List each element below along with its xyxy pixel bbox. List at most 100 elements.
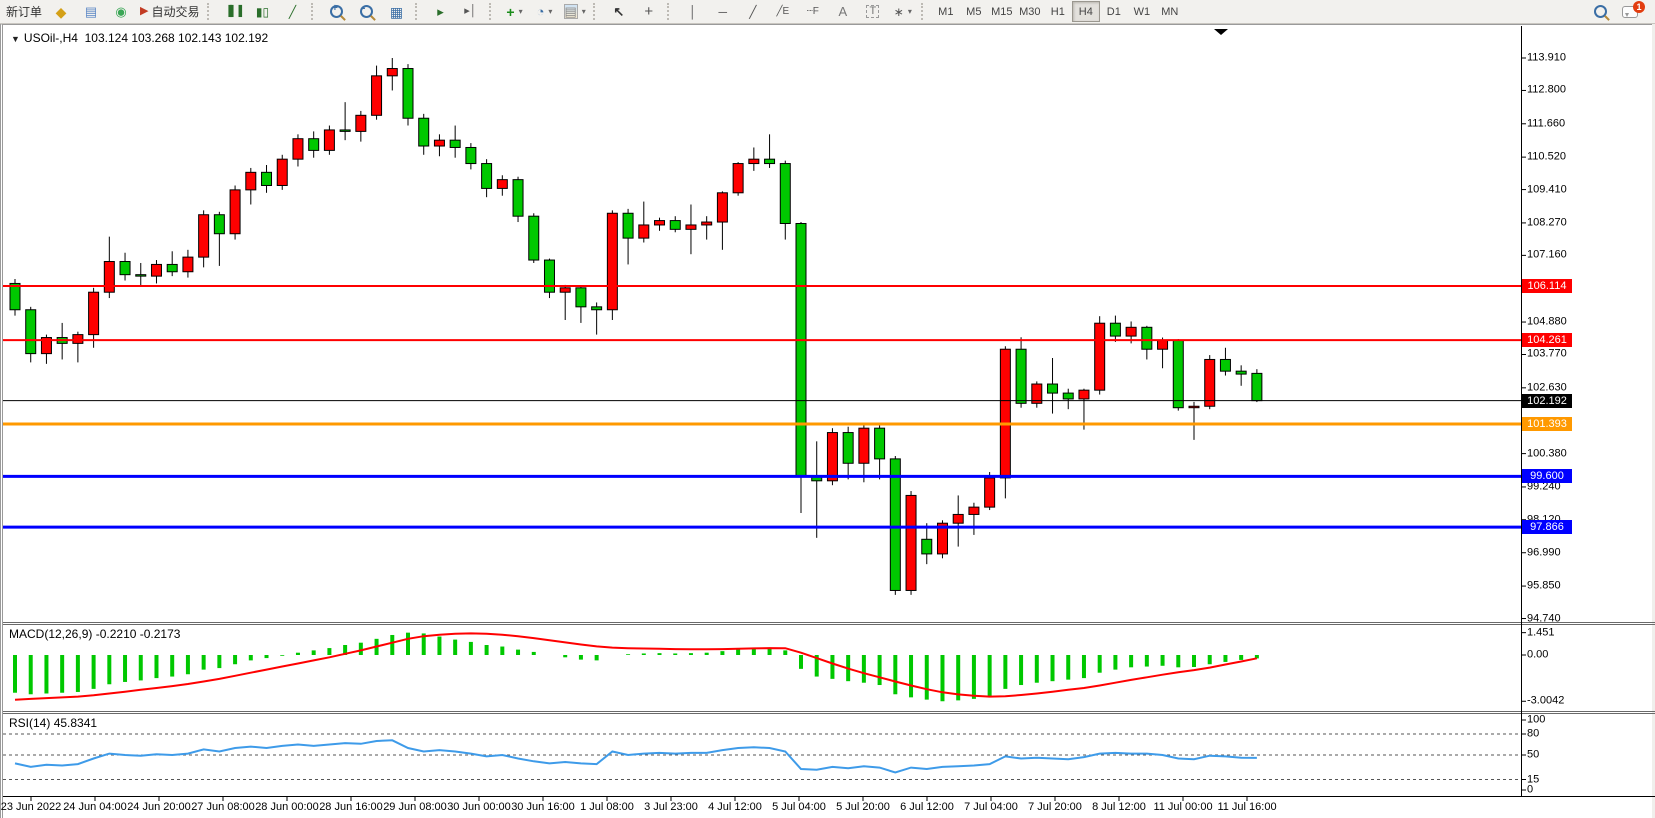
- chevron-down-icon: ▾: [518, 7, 523, 16]
- collapse-icon[interactable]: ▼: [11, 34, 20, 44]
- zoom-out-icon[interactable]: -: [352, 1, 382, 23]
- toolbar: 新订单 ◆ ▤ ◉ ▶ 自动交易 ▐▌▐ ▮▯ ╱ + - ▦ ▸ ▸│ + ▾ …: [0, 0, 1655, 24]
- tile-windows-icon[interactable]: ▦: [382, 1, 412, 23]
- candlestick-glyph: ▮▯: [255, 4, 270, 19]
- add-indicator-button[interactable]: + ▾: [500, 1, 530, 23]
- toolbar-grip: [666, 3, 675, 20]
- time-axis-label: 28 Jun 00:00: [255, 801, 319, 813]
- toolbar-grip: [920, 3, 929, 20]
- navigator-icon[interactable]: ▤: [76, 1, 106, 23]
- chart-header: ▼ USOil-,H4 103.124 103.268 102.143 102.1…: [11, 31, 268, 45]
- chart-window[interactable]: ▼ USOil-,H4 103.124 103.268 102.143 102.1…: [0, 24, 1655, 818]
- new-order-button[interactable]: 新订单: [6, 5, 43, 19]
- chart-shift-icon[interactable]: ▸│: [456, 1, 486, 23]
- tile-windows-glyph: ▦: [389, 3, 404, 20]
- tf-button-H1[interactable]: H1: [1050, 5, 1065, 18]
- notifications-button[interactable]: 1: [1615, 0, 1645, 23]
- macd-axis-label: 0.00: [1527, 648, 1549, 661]
- zoom-in-icon[interactable]: +: [322, 1, 352, 23]
- text-tool[interactable]: A: [828, 1, 858, 23]
- crosshair-tool[interactable]: +: [634, 1, 664, 23]
- macd-values: -0.2210 -0.2173: [95, 627, 181, 641]
- tf-button-W1[interactable]: W1: [1133, 5, 1151, 18]
- price-badge-97.866: 97.866: [1522, 520, 1572, 535]
- tf-button-M15[interactable]: M15: [991, 5, 1013, 18]
- fibonacci-tool[interactable]: ┈F: [798, 1, 828, 23]
- toolbar-grip: [414, 3, 423, 20]
- chat-bubble-icon: 1: [1622, 0, 1645, 18]
- price-axis-label: 102.630: [1527, 381, 1567, 394]
- line-chart-icon[interactable]: ╱: [278, 1, 308, 23]
- candlestick-chart-icon[interactable]: ▮▯: [248, 1, 278, 23]
- toolbar-grip: [592, 3, 601, 20]
- price-axis-label: 95.850: [1527, 579, 1561, 592]
- chart-canvas[interactable]: [3, 25, 1655, 818]
- time-axis-label: 6 Jul 12:00: [900, 801, 954, 813]
- price-badge-106.114: 106.114: [1522, 278, 1572, 293]
- tf-button-M5[interactable]: M5: [966, 5, 982, 18]
- price-badge-104.261: 104.261: [1522, 333, 1572, 348]
- bar-chart-icon[interactable]: ▐▌▐: [218, 1, 248, 23]
- template-glyph: ▤: [563, 4, 578, 19]
- periods-button[interactable]: ◔ ▾: [530, 1, 560, 23]
- bar-chart-glyph: ▐▌▐: [224, 5, 242, 17]
- market-watch-glyph: ◆: [55, 3, 67, 20]
- rsi-axis-label: 80: [1527, 727, 1540, 740]
- tf-button-H4[interactable]: H4: [1071, 1, 1100, 22]
- time-axis-label: 5 Jul 04:00: [772, 801, 826, 813]
- search-glyph: [1593, 5, 1607, 18]
- autotrading-button[interactable]: ▶ 自动交易: [136, 1, 203, 23]
- terminal-glyph: ◉: [115, 4, 127, 19]
- chart-shift-marker-icon[interactable]: [1214, 29, 1228, 35]
- time-axis-label: 29 Jun 08:00: [383, 801, 447, 813]
- price-axis-label: 104.880: [1527, 315, 1567, 328]
- ohlc-values: 103.124 103.268 102.143 102.192: [84, 31, 269, 45]
- terminal-icon[interactable]: ◉: [106, 1, 136, 23]
- time-axis-label: 24 Jun 04:00: [63, 801, 127, 813]
- vertical-line-glyph: │: [689, 4, 697, 19]
- notification-badge: 1: [1633, 0, 1645, 13]
- crosshair-glyph: +: [644, 3, 654, 20]
- autotrading-play-icon: ▶: [140, 5, 149, 17]
- tf-button-M1[interactable]: M1: [938, 5, 954, 18]
- rsi-axis-label: 50: [1527, 748, 1540, 761]
- rsi-axis-label: 15: [1527, 773, 1540, 785]
- time-axis-label: 3 Jul 23:00: [644, 801, 698, 813]
- tf-button-M30[interactable]: M30: [1019, 5, 1041, 18]
- price-badge-102.192: 102.192: [1522, 393, 1572, 408]
- toolbar-grip: [488, 3, 497, 20]
- auto-scroll-icon[interactable]: ▸: [426, 1, 456, 23]
- time-axis-label: 28 Jun 16:00: [319, 801, 383, 813]
- price-axis-label: 113.910: [1527, 51, 1566, 64]
- template-button[interactable]: ▤ ▾: [560, 1, 590, 23]
- time-axis-label: 4 Jul 12:00: [708, 801, 762, 813]
- toolbar-grip: [310, 3, 319, 20]
- cursor-tool[interactable]: ↖: [604, 1, 634, 23]
- search-icon[interactable]: [1585, 1, 1615, 23]
- arrows-glyph: ∗: [893, 4, 904, 19]
- price-axis-label: 99.240: [1527, 480, 1561, 493]
- symbol-period-title: USOil-,H4: [23, 31, 78, 45]
- time-axis-label: 7 Jul 20:00: [1028, 801, 1082, 813]
- timeframe-group: M1 M5 M15 M30 H1 H4 D1 W1 MN: [932, 1, 1184, 22]
- price-axis-label: 98.120: [1527, 514, 1561, 525]
- price-axis-label: 107.160: [1527, 248, 1567, 261]
- market-watch-icon[interactable]: ◆: [46, 1, 76, 23]
- trendline-tool[interactable]: ╱: [738, 1, 768, 23]
- rsi-label: RSI(14) 45.8341: [9, 716, 97, 730]
- text-label-tool[interactable]: T: [858, 1, 888, 23]
- chevron-down-icon: ▾: [581, 7, 586, 16]
- arrows-tool[interactable]: ∗ ▾: [888, 1, 918, 23]
- equidistant-channel-tool[interactable]: ╱E: [768, 1, 798, 23]
- tf-button-D1[interactable]: D1: [1106, 5, 1121, 18]
- tf-button-MN[interactable]: MN: [1161, 5, 1179, 18]
- price-axis-label: 112.800: [1527, 83, 1566, 96]
- vertical-line-tool[interactable]: │: [678, 1, 708, 23]
- chart-shift-glyph: ▸│: [464, 5, 477, 17]
- horizontal-line-tool[interactable]: ─: [708, 1, 738, 23]
- price-axis-label: 103.770: [1527, 347, 1567, 360]
- macd-label: MACD(12,26,9) -0.2210 -0.2173: [9, 627, 180, 641]
- macd-name: MACD(12,26,9): [9, 627, 93, 641]
- zoom-out-glyph: -: [360, 4, 373, 18]
- fibonacci-glyph: ┈F: [806, 5, 819, 17]
